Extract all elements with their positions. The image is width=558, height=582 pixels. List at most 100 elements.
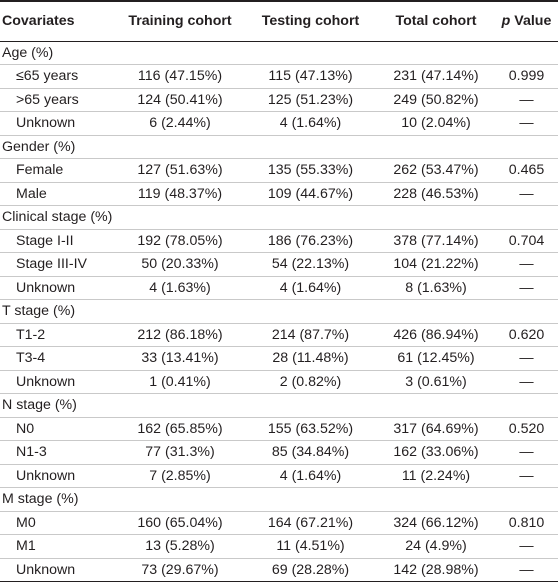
table-row: ≤65 years 116 (47.15%) 115 (47.13%) 231 (47… [0, 64, 558, 89]
testing-cohort-cell: 69 (28.28%) [244, 558, 377, 582]
p-value-cell: — [495, 252, 558, 277]
training-cohort-cell: 162 (65.85%) [116, 417, 244, 441]
header-total-cohort: Total cohort [377, 0, 495, 42]
testing-cohort-cell: 214 (87.7%) [244, 323, 377, 347]
group-header-row: M stage (%) [0, 487, 558, 512]
testing-cohort-cell: 28 (11.48%) [244, 346, 377, 371]
testing-cohort-cell: 164 (67.21%) [244, 511, 377, 535]
training-cohort-cell: 6 (2.44%) [116, 111, 244, 136]
p-value-cell: — [495, 558, 558, 582]
table-row: N0 162 (65.85%) 155 (63.52%) 317 (64.69%) 0.… [0, 417, 558, 441]
testing-cohort-cell: 11 (4.51%) [244, 534, 377, 559]
total-cohort-cell: 24 (4.9%) [377, 534, 495, 559]
testing-cohort-cell: 186 (76.23%) [244, 229, 377, 253]
row-label: Unknown [0, 558, 116, 582]
group-label: N stage (%) [0, 393, 558, 418]
p-value-cell: 0.704 [495, 229, 558, 253]
total-cohort-cell: 11 (2.24%) [377, 464, 495, 488]
testing-cohort-cell: 109 (44.67%) [244, 182, 377, 206]
group-label: Gender (%) [0, 135, 558, 159]
table-row: N1-3 77 (31.3%) 85 (34.84%) 162 (33.06%) — [0, 440, 558, 465]
total-cohort-cell: 324 (66.12%) [377, 511, 495, 535]
group-header-row: N stage (%) [0, 393, 558, 418]
p-value-cell: — [495, 182, 558, 206]
table-row: Stage I-II 192 (78.05%) 186 (76.23%) 378 (7… [0, 229, 558, 253]
testing-cohort-cell: 4 (1.64%) [244, 464, 377, 488]
row-label: Unknown [0, 370, 116, 394]
total-cohort-cell: 10 (2.04%) [377, 111, 495, 136]
table-row: Unknown 73 (29.67%) 69 (28.28%) 142 (28.98%… [0, 558, 558, 582]
header-p-value: p Value [495, 0, 558, 42]
group-label: M stage (%) [0, 487, 558, 512]
training-cohort-cell: 7 (2.85%) [116, 464, 244, 488]
header-row: Covariates Training cohort Testing cohor… [0, 0, 558, 42]
p-value-cell: — [495, 370, 558, 394]
total-cohort-cell: 61 (12.45%) [377, 346, 495, 371]
table-body: Age (%) ≤65 years 116 (47.15%) 115 (47.13%)… [0, 41, 558, 582]
table-row: M0 160 (65.04%) 164 (67.21%) 324 (66.12%) 0.… [0, 511, 558, 535]
row-label: N0 [0, 417, 116, 441]
training-cohort-cell: 124 (50.41%) [116, 88, 244, 112]
p-value-cell: — [495, 534, 558, 559]
total-cohort-cell: 8 (1.63%) [377, 276, 495, 300]
row-label: >65 years [0, 88, 116, 112]
table-row: M1 13 (5.28%) 11 (4.51%) 24 (4.9%) — [0, 534, 558, 559]
p-value-cell: 0.465 [495, 158, 558, 183]
p-value-cell: — [495, 276, 558, 300]
testing-cohort-cell: 85 (34.84%) [244, 440, 377, 465]
p-value-cell: — [495, 111, 558, 136]
row-label: Stage III-IV [0, 252, 116, 277]
table-row: Unknown 4 (1.63%) 4 (1.64%) 8 (1.63%) — [0, 276, 558, 300]
p-value-cell: 0.999 [495, 64, 558, 89]
total-cohort-cell: 162 (33.06%) [377, 440, 495, 465]
training-cohort-cell: 192 (78.05%) [116, 229, 244, 253]
training-cohort-cell: 50 (20.33%) [116, 252, 244, 277]
row-label: Unknown [0, 111, 116, 136]
testing-cohort-cell: 115 (47.13%) [244, 64, 377, 89]
total-cohort-cell: 426 (86.94%) [377, 323, 495, 347]
row-label: Unknown [0, 276, 116, 300]
training-cohort-cell: 116 (47.15%) [116, 64, 244, 89]
training-cohort-cell: 33 (13.41%) [116, 346, 244, 371]
group-header-row: Clinical stage (%) [0, 205, 558, 230]
total-cohort-cell: 378 (77.14%) [377, 229, 495, 253]
p-value-cell: 0.520 [495, 417, 558, 441]
total-cohort-cell: 104 (21.22%) [377, 252, 495, 277]
table-row: Unknown 6 (2.44%) 4 (1.64%) 10 (2.04%) — [0, 111, 558, 136]
p-value-cell: 0.810 [495, 511, 558, 535]
training-cohort-cell: 1 (0.41%) [116, 370, 244, 394]
p-value-cell: — [495, 88, 558, 112]
header-testing-cohort: Testing cohort [244, 0, 377, 42]
testing-cohort-cell: 155 (63.52%) [244, 417, 377, 441]
header-training-cohort: Training cohort [116, 0, 244, 42]
table-row: T3-4 33 (13.41%) 28 (11.48%) 61 (12.45%) — [0, 346, 558, 371]
training-cohort-cell: 77 (31.3%) [116, 440, 244, 465]
header-covariates: Covariates [0, 0, 116, 42]
table-row: >65 years 124 (50.41%) 125 (51.23%) 249 (50… [0, 88, 558, 112]
training-cohort-cell: 160 (65.04%) [116, 511, 244, 535]
row-label: Stage I-II [0, 229, 116, 253]
row-label: Female [0, 158, 116, 183]
row-label: Unknown [0, 464, 116, 488]
total-cohort-cell: 262 (53.47%) [377, 158, 495, 183]
group-label: Age (%) [0, 41, 558, 65]
row-label: M0 [0, 511, 116, 535]
table-row: Unknown 1 (0.41%) 2 (0.82%) 3 (0.61%) — [0, 370, 558, 394]
row-label: N1-3 [0, 440, 116, 465]
table-row: T1-2 212 (86.18%) 214 (87.7%) 426 (86.94%) 0… [0, 323, 558, 347]
testing-cohort-cell: 54 (22.13%) [244, 252, 377, 277]
table-row: Stage III-IV 50 (20.33%) 54 (22.13%) 104 (2… [0, 252, 558, 277]
testing-cohort-cell: 2 (0.82%) [244, 370, 377, 394]
p-value-cell: 0.620 [495, 323, 558, 347]
group-header-row: T stage (%) [0, 299, 558, 324]
row-label: T1-2 [0, 323, 116, 347]
row-label: T3-4 [0, 346, 116, 371]
training-cohort-cell: 127 (51.63%) [116, 158, 244, 183]
testing-cohort-cell: 125 (51.23%) [244, 88, 377, 112]
table-row: Unknown 7 (2.85%) 4 (1.64%) 11 (2.24%) — [0, 464, 558, 488]
total-cohort-cell: 249 (50.82%) [377, 88, 495, 112]
header-p-rest: Value [510, 13, 552, 30]
total-cohort-cell: 142 (28.98%) [377, 558, 495, 582]
group-header-row: Gender (%) [0, 135, 558, 159]
